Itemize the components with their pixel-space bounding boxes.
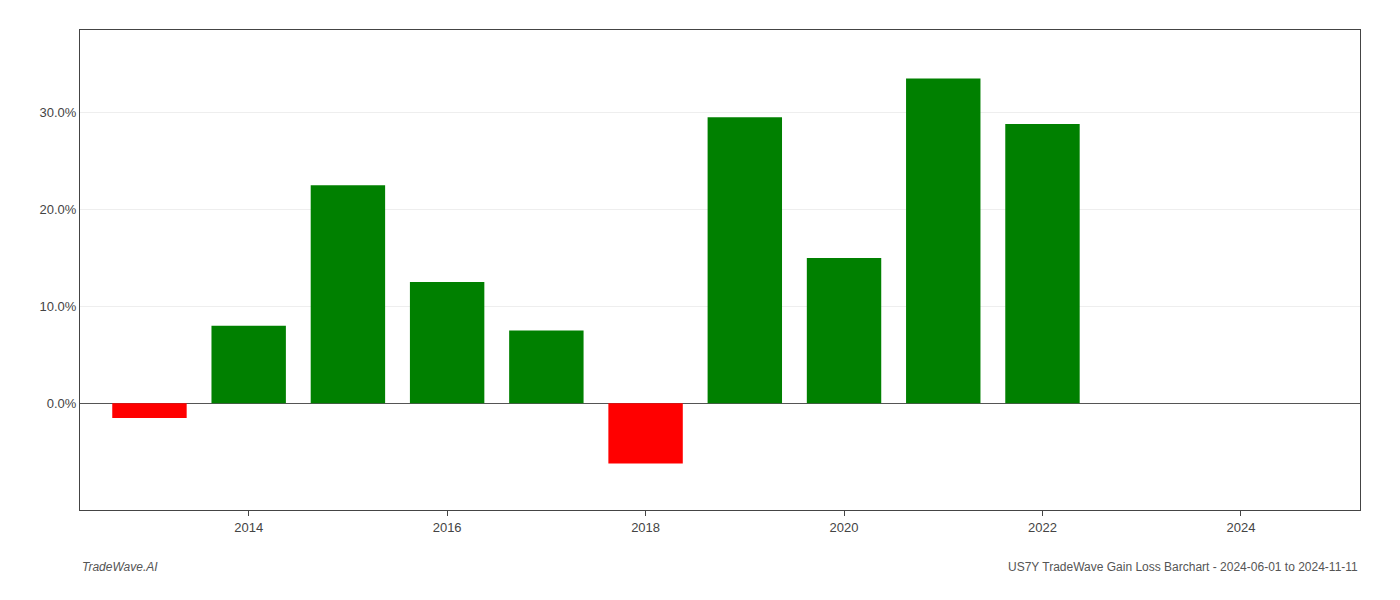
svg-text:10.0%: 10.0%	[40, 299, 77, 314]
svg-text:0.0%: 0.0%	[47, 396, 77, 411]
svg-text:2016: 2016	[433, 520, 462, 535]
svg-text:20.0%: 20.0%	[40, 202, 77, 217]
svg-text:2020: 2020	[830, 520, 859, 535]
svg-text:2018: 2018	[631, 520, 660, 535]
svg-text:2022: 2022	[1028, 520, 1057, 535]
svg-text:2024: 2024	[1226, 520, 1255, 535]
svg-text:US7Y TradeWave Gain Loss Barch: US7Y TradeWave Gain Loss Barchart - 2024…	[1008, 560, 1358, 574]
svg-text:TradeWave.AI: TradeWave.AI	[82, 560, 158, 574]
svg-text:30.0%: 30.0%	[40, 105, 77, 120]
svg-text:2014: 2014	[234, 520, 263, 535]
